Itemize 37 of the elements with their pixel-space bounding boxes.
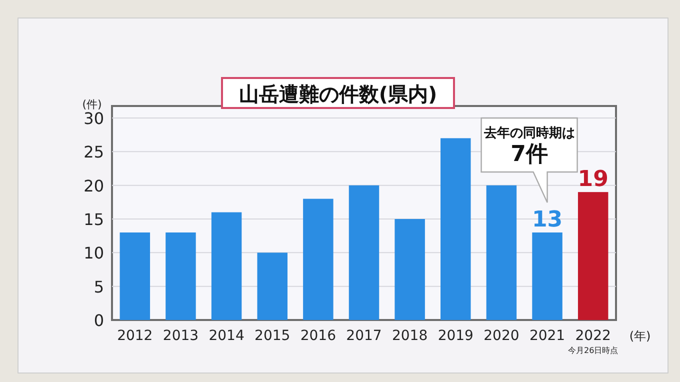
bar bbox=[440, 138, 471, 320]
bar bbox=[348, 185, 380, 320]
bar bbox=[120, 232, 150, 320]
y-tick-label: 20 bbox=[84, 176, 104, 196]
bar bbox=[578, 192, 608, 320]
annotation: 7件 bbox=[510, 142, 548, 167]
bar bbox=[257, 252, 288, 320]
bar bbox=[394, 219, 425, 320]
x-tick-label: 2014 bbox=[208, 328, 244, 344]
x-tick-label: 2020 bbox=[484, 328, 520, 344]
data-label: 19 bbox=[578, 167, 608, 192]
y-tick-label: 15 bbox=[84, 210, 104, 229]
x-axis-title: (年) bbox=[629, 329, 651, 343]
x-tick-label: 2021 bbox=[529, 328, 566, 344]
x-tick-label: 2012 bbox=[117, 328, 153, 344]
y-tick-label: 10 bbox=[84, 244, 104, 263]
bar bbox=[486, 185, 517, 320]
y-axis-title: (件) bbox=[82, 98, 102, 111]
x-tick-label: 2017 bbox=[346, 328, 382, 344]
x-tick-label: 2013 bbox=[162, 328, 199, 344]
data-label: 13 bbox=[532, 207, 563, 232]
bar bbox=[211, 212, 242, 320]
x-tick-label: 2018 bbox=[392, 328, 428, 344]
annotation: 去年の同時期は bbox=[482, 126, 575, 141]
y-tick-label: 0 bbox=[94, 311, 104, 330]
chart-title: 山岳遭難の件数(県内) bbox=[238, 82, 438, 106]
bar bbox=[303, 198, 334, 320]
y-tick-label: 25 bbox=[84, 142, 104, 162]
bar bbox=[166, 232, 196, 320]
x-tick-label: 2015 bbox=[254, 328, 290, 344]
bar bbox=[532, 232, 562, 320]
x-tick-label: 2022 bbox=[575, 328, 611, 344]
text: 今月26日時点 bbox=[568, 346, 618, 355]
x-tick-label: 2019 bbox=[438, 328, 474, 344]
y-tick-label: 5 bbox=[94, 277, 104, 296]
x-tick-label: 2016 bbox=[300, 328, 336, 344]
y-tick-label: 30 bbox=[84, 109, 104, 128]
